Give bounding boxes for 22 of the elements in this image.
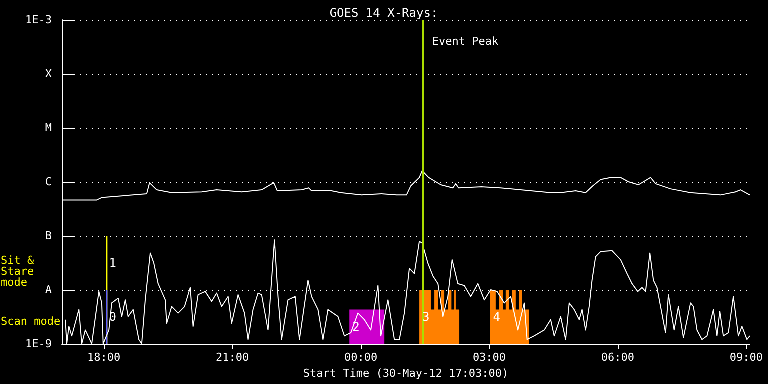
x-tick-label: 00:00 bbox=[344, 351, 378, 364]
x-tick-label: 03:00 bbox=[472, 351, 506, 364]
y-tick-label: 1E-9 bbox=[26, 338, 52, 350]
y-tick-label: B bbox=[45, 230, 52, 242]
x-tick-label: 18:00 bbox=[88, 351, 121, 364]
chart-title: GOES 14 X-Rays: bbox=[330, 6, 438, 20]
x-tick-label: 09:00 bbox=[730, 351, 763, 364]
x-tick-label: 21:00 bbox=[216, 351, 250, 364]
y-tick-label: A bbox=[45, 284, 52, 296]
series-label: 3 bbox=[422, 310, 430, 324]
series-label: 2 bbox=[352, 320, 360, 334]
text: Sit & Stare mode bbox=[1, 254, 41, 289]
ref-line-label: Event Peak bbox=[432, 35, 500, 48]
y-tick-label: X bbox=[45, 68, 52, 80]
x-axis-title: Start Time (30-May-12 17:03:00) bbox=[303, 367, 509, 380]
series-label: 1 bbox=[109, 256, 116, 270]
y-tick-label: C bbox=[45, 176, 52, 188]
y-tick-label: M bbox=[45, 122, 52, 134]
series-label: 4 bbox=[493, 310, 500, 324]
y-tick-label: 1E-3 bbox=[26, 14, 52, 26]
text: Scan mode bbox=[1, 315, 61, 328]
x-tick-label: 06:00 bbox=[601, 351, 635, 364]
